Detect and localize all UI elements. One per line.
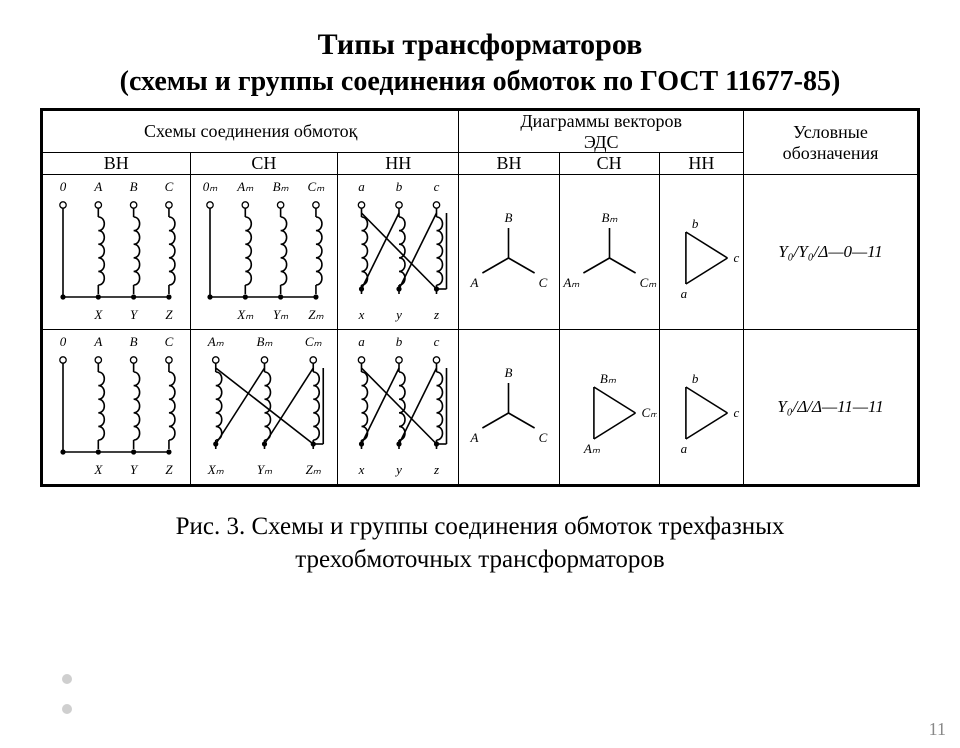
svg-text:Aₘ: Aₘ bbox=[562, 275, 580, 290]
svg-text:Bₘ: Bₘ bbox=[257, 334, 274, 349]
svg-text:Zₘ: Zₘ bbox=[306, 462, 322, 477]
cell-vec-r2-nn: b a c bbox=[659, 330, 743, 485]
svg-text:X: X bbox=[93, 307, 103, 322]
svg-text:a: a bbox=[680, 286, 687, 301]
transformer-table: Схемы соединения обмотоқ Диаграммы векто… bbox=[40, 108, 920, 487]
cell-scheme-r1-vn: 0 A B C X Y Z bbox=[43, 175, 191, 330]
caption-line1: Рис. 3. Схемы и группы соединения обмото… bbox=[176, 513, 785, 540]
cell-notation-r1: Y₀/Y₀/Δ—0—11 bbox=[744, 175, 918, 330]
svg-text:b: b bbox=[396, 334, 403, 349]
svg-text:z: z bbox=[433, 307, 439, 322]
cell-scheme-r2-vn: 0 A B C X Y Z bbox=[43, 330, 191, 485]
svg-text:Z: Z bbox=[165, 462, 173, 477]
page-number: 11 bbox=[929, 719, 946, 740]
svg-text:Xₘ: Xₘ bbox=[237, 307, 255, 322]
bullet-icon bbox=[62, 704, 72, 714]
svg-text:C: C bbox=[539, 275, 548, 290]
svg-text:b: b bbox=[396, 179, 403, 194]
hdr-scheme-vn: ВН bbox=[43, 153, 191, 175]
svg-text:X: X bbox=[93, 462, 103, 477]
hdr-notation: Условныеобозначения bbox=[744, 111, 918, 175]
svg-text:Z: Z bbox=[165, 307, 173, 322]
svg-text:C: C bbox=[164, 179, 173, 194]
cell-vec-r2-vn: B A C bbox=[459, 330, 559, 485]
svg-text:Bₘ: Bₘ bbox=[601, 210, 618, 225]
caption-line2: трехобмоточных трансформаторов bbox=[295, 546, 664, 573]
hdr-schemes: Схемы соединения обмотоқ bbox=[43, 111, 459, 153]
hdr-vectors: Диаграммы векторовЭДС bbox=[459, 111, 744, 153]
row1: 0 A B C X Y Z 0ₘ Aₘ Bₘ Cₘ Xₘ Yₘ Zₘ a b c x y z B A C Bₘ Aₘ Cₘ… bbox=[43, 175, 918, 330]
svg-text:y: y bbox=[394, 307, 402, 322]
svg-text:Cₘ: Cₘ bbox=[308, 179, 326, 194]
cell-scheme-r2-sn: Aₘ Bₘ Cₘ Xₘ Yₘ Zₘ bbox=[190, 330, 338, 485]
svg-text:a: a bbox=[680, 441, 687, 456]
svg-text:Y: Y bbox=[130, 307, 139, 322]
hdr-vec-vn: ВН bbox=[459, 153, 559, 175]
cell-scheme-r1-sn: 0ₘ Aₘ Bₘ Cₘ Xₘ Yₘ Zₘ bbox=[190, 175, 338, 330]
cell-vec-r2-sn: Bₘ Aₘ Cₘ bbox=[559, 330, 659, 485]
bullet-icon bbox=[62, 674, 72, 684]
svg-text:A: A bbox=[470, 430, 479, 445]
svg-text:Xₘ: Xₘ bbox=[207, 462, 225, 477]
svg-text:A: A bbox=[93, 179, 102, 194]
svg-text:Cₘ: Cₘ bbox=[641, 405, 657, 420]
page-title: Типы трансформаторов bbox=[0, 28, 960, 62]
svg-text:0ₘ: 0ₘ bbox=[203, 179, 219, 194]
figure-caption: Рис. 3. Схемы и группы соединения обмото… bbox=[0, 511, 960, 576]
svg-text:Aₘ: Aₘ bbox=[582, 441, 600, 456]
svg-text:b: b bbox=[692, 371, 699, 386]
svg-text:A: A bbox=[93, 334, 102, 349]
svg-text:Aₘ: Aₘ bbox=[207, 334, 225, 349]
svg-text:a: a bbox=[359, 334, 366, 349]
page-subtitle: (схемы и группы соединения обмоток по ГО… bbox=[0, 66, 960, 98]
svg-text:x: x bbox=[358, 307, 365, 322]
cell-vec-r1-sn: Bₘ Aₘ Cₘ bbox=[559, 175, 659, 330]
svg-text:Bₘ: Bₘ bbox=[273, 179, 290, 194]
cell-scheme-r1-nn: a b c x y z bbox=[338, 175, 459, 330]
cell-scheme-r2-nn: a b c x y z bbox=[338, 330, 459, 485]
cell-notation-r2: Y₀/Δ/Δ—11—11 bbox=[744, 330, 918, 485]
svg-text:Yₘ: Yₘ bbox=[273, 307, 289, 322]
svg-text:c: c bbox=[434, 334, 440, 349]
svg-text:B: B bbox=[505, 210, 513, 225]
svg-text:B: B bbox=[505, 365, 513, 380]
svg-text:b: b bbox=[692, 216, 699, 231]
svg-text:0: 0 bbox=[60, 334, 67, 349]
svg-text:C: C bbox=[539, 430, 548, 445]
svg-text:C: C bbox=[164, 334, 173, 349]
svg-text:0: 0 bbox=[60, 179, 67, 194]
hdr-vec-nn: НН bbox=[659, 153, 743, 175]
cell-vec-r1-nn: b a c bbox=[659, 175, 743, 330]
svg-text:Cₘ: Cₘ bbox=[639, 275, 656, 290]
svg-text:Bₘ: Bₘ bbox=[599, 371, 616, 386]
hdr-scheme-nn: НН bbox=[338, 153, 459, 175]
cell-vec-r1-vn: B A C bbox=[459, 175, 559, 330]
svg-text:c: c bbox=[733, 405, 739, 420]
svg-text:Zₘ: Zₘ bbox=[309, 307, 325, 322]
hdr-scheme-sn: СН bbox=[190, 153, 338, 175]
svg-text:x: x bbox=[358, 462, 365, 477]
row2: 0 A B C X Y Z Aₘ Bₘ Cₘ Xₘ Yₘ Zₘ a b c x y z B A C Bₘ Aₘ Cₘ b… bbox=[43, 330, 918, 485]
svg-text:c: c bbox=[733, 250, 739, 265]
svg-text:y: y bbox=[394, 462, 402, 477]
svg-text:B: B bbox=[129, 179, 137, 194]
svg-text:a: a bbox=[359, 179, 366, 194]
hdr-vec-sn: СН bbox=[559, 153, 659, 175]
svg-text:A: A bbox=[470, 275, 479, 290]
svg-text:B: B bbox=[129, 334, 137, 349]
svg-text:Aₘ: Aₘ bbox=[237, 179, 255, 194]
svg-text:Yₘ: Yₘ bbox=[257, 462, 273, 477]
svg-text:c: c bbox=[434, 179, 440, 194]
svg-text:Cₘ: Cₘ bbox=[305, 334, 323, 349]
svg-text:z: z bbox=[433, 462, 439, 477]
svg-text:Y: Y bbox=[130, 462, 139, 477]
